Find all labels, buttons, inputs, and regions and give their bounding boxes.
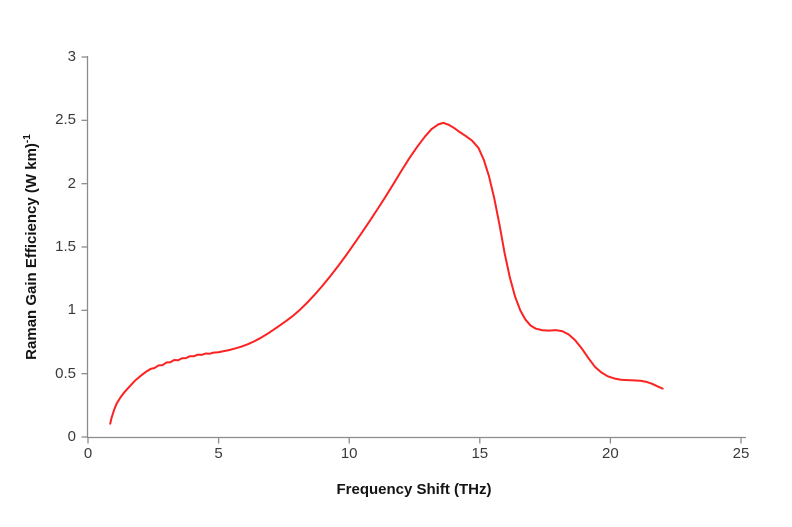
x-axis-title: Frequency Shift (THz): [336, 481, 492, 498]
x-tick-label: 15: [471, 445, 489, 462]
y-tick-label: 2: [67, 174, 76, 192]
y-tick-label: 1.5: [55, 238, 76, 255]
x-tick-label: 20: [602, 445, 619, 462]
x-tick-label: 25: [732, 445, 750, 462]
y-tick-label: 0: [67, 428, 76, 445]
x-tick-label: 10: [340, 445, 358, 462]
y-axis-title-exponent: -1: [22, 134, 33, 144]
y-tick-label: 3: [67, 48, 76, 65]
x-tick-label: 0: [83, 445, 93, 462]
y-tick-label: 2.5: [55, 111, 76, 129]
y-axis-title-text: Raman Gain Efficiency (W km): [23, 143, 40, 360]
x-tick-label: 5: [214, 445, 223, 462]
y-axis-title: Raman Gain Efficiency (W km)-1: [22, 134, 40, 360]
y-tick-label: 1: [67, 301, 76, 319]
raman-gain-curve: [109, 121, 664, 425]
y-tick-label: 0.5: [55, 364, 76, 382]
